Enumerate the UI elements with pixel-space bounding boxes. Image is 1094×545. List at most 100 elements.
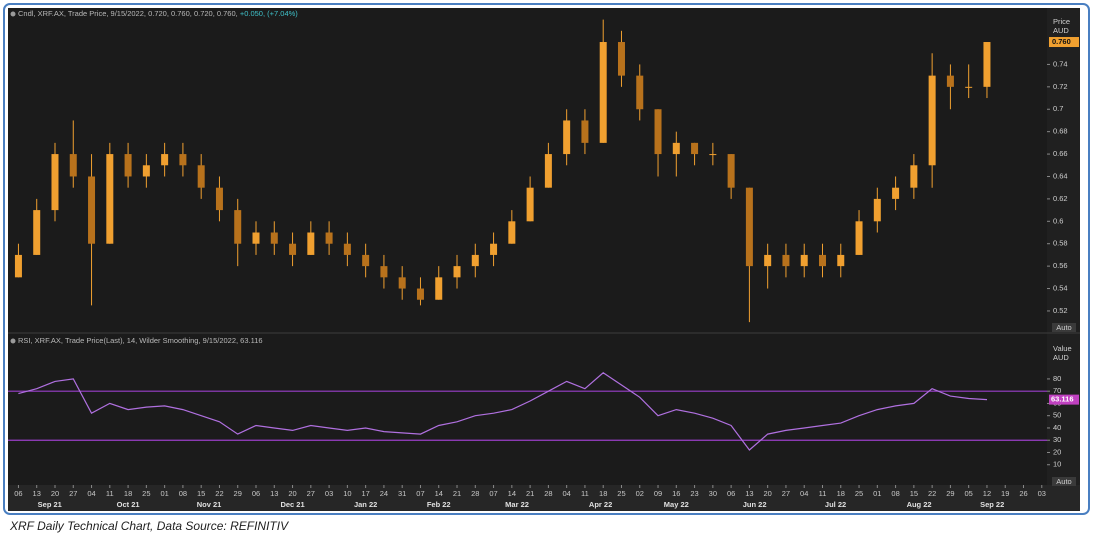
x-tick-label: 04: [800, 489, 808, 498]
candle-body: [818, 254, 826, 267]
x-tick-label: 03: [325, 489, 333, 498]
price-change: +0.050, (+7.04%): [240, 9, 298, 18]
x-tick-label: 28: [544, 489, 552, 498]
candle-body: [581, 120, 589, 143]
candle-body: [946, 75, 954, 87]
x-tick-label: 13: [745, 489, 753, 498]
candle-body: [416, 288, 424, 300]
x-tick-label: 13: [33, 489, 41, 498]
x-tick-label: 11: [106, 489, 114, 498]
auto-button-label[interactable]: Auto: [1056, 323, 1071, 332]
y-tick-label: 80: [1053, 374, 1061, 383]
month-label: Feb 22: [427, 500, 451, 509]
x-tick-label: 30: [709, 489, 717, 498]
price-axis-unit: AUD: [1053, 26, 1069, 35]
candle-body: [197, 165, 205, 188]
y-tick-label: 40: [1053, 423, 1061, 432]
x-axis-strip: [8, 485, 1080, 511]
auto-button-label[interactable]: Auto: [1056, 477, 1071, 486]
x-tick-label: 07: [489, 489, 497, 498]
pane-icon: [10, 338, 16, 344]
x-tick-label: 09: [654, 489, 662, 498]
rsi-line: [18, 372, 988, 451]
x-tick-label: 14: [508, 489, 516, 498]
x-tick-label: 06: [14, 489, 22, 498]
month-label: Nov 21: [197, 500, 222, 509]
x-tick-label: 31: [398, 489, 406, 498]
candle-body: [142, 165, 150, 177]
x-tick-label: 16: [672, 489, 680, 498]
y-tick-label: 0.54: [1053, 284, 1068, 293]
candle-body: [234, 210, 242, 244]
candle-body: [33, 210, 41, 255]
month-label: Apr 22: [589, 500, 612, 509]
candle-body: [380, 266, 388, 278]
caption: XRF Daily Technical Chart, Data Source: …: [9, 519, 289, 533]
auto-button[interactable]: [1052, 323, 1076, 332]
candle-body: [745, 187, 753, 267]
x-tick-label: 26: [1019, 489, 1027, 498]
candle-body: [873, 198, 881, 222]
y-tick-label: 0.52: [1053, 306, 1068, 315]
candle-body: [709, 154, 717, 156]
y-tick-label: 0.6: [1053, 216, 1063, 225]
x-tick-label: 06: [727, 489, 735, 498]
candle-body: [325, 232, 333, 244]
y-tick-label: 10: [1053, 460, 1061, 469]
candle-body: [362, 254, 370, 267]
candle-body: [855, 221, 863, 255]
axis-strip: [1047, 8, 1080, 485]
x-tick-label: 20: [763, 489, 771, 498]
x-tick-label: 07: [416, 489, 424, 498]
y-tick-label: 0.68: [1053, 127, 1068, 136]
candle-body: [471, 254, 479, 267]
candle-body: [289, 243, 297, 255]
x-tick-label: 06: [252, 489, 260, 498]
candle-body: [983, 42, 991, 87]
y-tick-label: 30: [1053, 435, 1061, 444]
last-value-box: [1049, 37, 1079, 48]
x-tick-label: 05: [965, 489, 973, 498]
month-label: Sep 21: [38, 500, 62, 509]
x-tick-label: 03: [1038, 489, 1046, 498]
x-tick-label: 11: [581, 489, 589, 498]
candle-body: [307, 232, 315, 255]
x-tick-label: 20: [51, 489, 59, 498]
candle-body: [691, 142, 699, 155]
x-tick-label: 14: [435, 489, 443, 498]
last-value-label: 63.116: [1051, 395, 1074, 404]
candle-body: [617, 42, 625, 76]
auto-button[interactable]: [1052, 477, 1076, 486]
x-tick-label: 13: [270, 489, 278, 498]
candle-body: [124, 154, 132, 177]
candle-body: [800, 254, 808, 267]
y-tick-label: 0.56: [1053, 261, 1068, 270]
y-tick-label: 0.72: [1053, 82, 1068, 91]
x-tick-label: 04: [562, 489, 570, 498]
x-tick-label: 21: [526, 489, 534, 498]
price-title: Cndl, XRF.AX, Trade Price, 9/15/2022, 0.…: [18, 9, 238, 18]
x-tick-label: 11: [819, 489, 827, 498]
month-label: May 22: [664, 500, 689, 509]
x-tick-label: 24: [380, 489, 388, 498]
candle-body: [892, 187, 900, 199]
month-label: Jun 22: [743, 500, 767, 509]
x-tick-label: 21: [453, 489, 461, 498]
x-tick-label: 25: [855, 489, 863, 498]
y-tick-label: 0.7: [1053, 104, 1063, 113]
candle-body: [672, 142, 680, 155]
month-label: Dec 21: [280, 500, 304, 509]
y-tick-label: 70: [1053, 386, 1061, 395]
candle-body: [599, 42, 607, 143]
x-tick-label: 12: [983, 489, 991, 498]
candle-body: [106, 154, 114, 244]
candle-body: [526, 187, 534, 222]
x-tick-label: 28: [471, 489, 479, 498]
x-tick-label: 29: [234, 489, 242, 498]
candle-body: [508, 221, 516, 244]
y-tick-label: 50: [1053, 411, 1061, 420]
candle-body: [544, 154, 552, 188]
candle-body: [453, 266, 461, 278]
